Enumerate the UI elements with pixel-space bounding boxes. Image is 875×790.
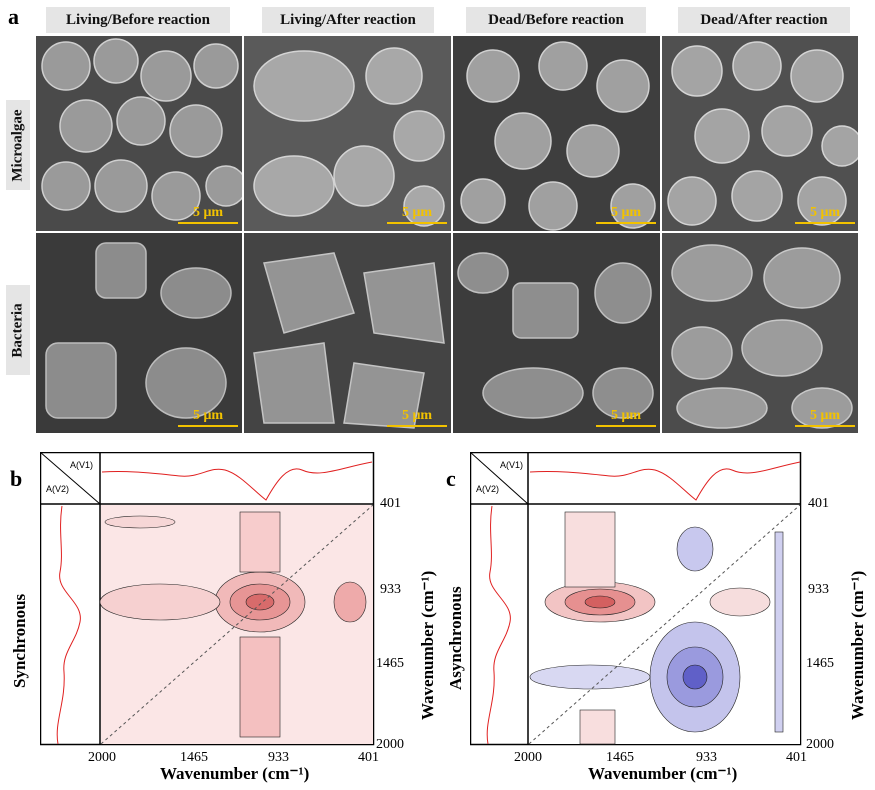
c-x-tick-2000: 2000 <box>514 750 542 765</box>
scale-bar-microalgae-dead-before: 5 μm <box>596 205 656 224</box>
b-y-tick-933: 933 <box>380 582 401 597</box>
c-x-axis-label: Wavenumber (cm⁻¹) <box>588 764 738 783</box>
b-y-tick-401: 401 <box>380 496 401 511</box>
corner-label-v2: A(V2) <box>46 484 69 494</box>
sem-image-bacteria-living-before <box>36 233 242 433</box>
left-spectrum-line <box>56 505 81 745</box>
b-x-tick-2000: 2000 <box>88 750 116 765</box>
top-spectrum-line <box>101 461 373 501</box>
c-y-tick-1465: 1465 <box>806 656 834 671</box>
sem-image-bacteria-living-after <box>244 233 451 433</box>
scale-bar-bacteria-living-after: 5 μm <box>387 408 447 427</box>
column-header-dead-before: Dead/Before reaction <box>466 7 646 33</box>
column-header-living-before: Living/Before reaction <box>46 7 230 33</box>
sem-image-bacteria-dead-before <box>453 233 660 433</box>
sem-image-bacteria-dead-after <box>662 233 858 433</box>
panel-a-letter: a <box>8 4 19 29</box>
synchronous-2d-correlation-plot: A(V1) A(V2) <box>40 452 375 746</box>
column-header-dead-after: Dead/After reaction <box>678 7 850 33</box>
b-y-tick-1465: 1465 <box>376 656 404 671</box>
b-x-axis-label: Wavenumber (cm⁻¹) <box>160 764 310 783</box>
c-x-tick-1465: 1465 <box>606 750 634 765</box>
scale-bar-bacteria-living-before: 5 μm <box>178 408 238 427</box>
b-x-tick-401: 401 <box>358 750 379 765</box>
c-y-axis-label: Wavenumber (cm⁻¹) <box>848 570 867 720</box>
corner-label-v1: A(V1) <box>70 460 93 470</box>
scale-bar-microalgae-dead-after: 5 μm <box>795 205 855 224</box>
b-side-label-synchronous: Synchronous <box>10 593 29 688</box>
sem-image-microalgae-dead-before <box>453 36 660 231</box>
panel-b-letter: b <box>10 466 23 491</box>
corner-label-v1: A(V1) <box>500 460 523 470</box>
asynchronous-2d-correlation-plot: A(V1) A(V2) <box>470 452 802 746</box>
panel-c-letter: c <box>446 466 456 491</box>
corner-label-v2: A(V2) <box>476 484 499 494</box>
c-x-tick-933: 933 <box>696 750 717 765</box>
c-y-tick-933: 933 <box>808 582 829 597</box>
column-header-living-after: Living/After reaction <box>262 7 434 33</box>
row-header-microalgae: Microalgae <box>6 100 30 190</box>
b-x-tick-1465: 1465 <box>180 750 208 765</box>
sem-image-microalgae-living-before <box>36 36 242 231</box>
sem-image-microalgae-living-after <box>244 36 451 231</box>
b-x-tick-933: 933 <box>268 750 289 765</box>
c-y-tick-401: 401 <box>808 496 829 511</box>
scale-bar-microalgae-living-after: 5 μm <box>387 205 447 224</box>
c-side-label-asynchronous: Asynchronous <box>446 586 465 690</box>
row-header-bacteria: Bacteria <box>6 285 30 375</box>
scale-bar-bacteria-dead-before: 5 μm <box>596 408 656 427</box>
top-spectrum-line <box>529 461 801 501</box>
c-x-tick-401: 401 <box>786 750 807 765</box>
sem-image-microalgae-dead-after <box>662 36 858 231</box>
b-y-tick-2000: 2000 <box>376 737 404 752</box>
c-y-tick-2000: 2000 <box>806 737 834 752</box>
scale-bar-bacteria-dead-after: 5 μm <box>795 408 855 427</box>
b-y-axis-label: Wavenumber (cm⁻¹) <box>418 570 437 720</box>
scale-bar-microalgae-living-before: 5 μm <box>178 205 238 224</box>
left-spectrum-line <box>486 505 511 745</box>
